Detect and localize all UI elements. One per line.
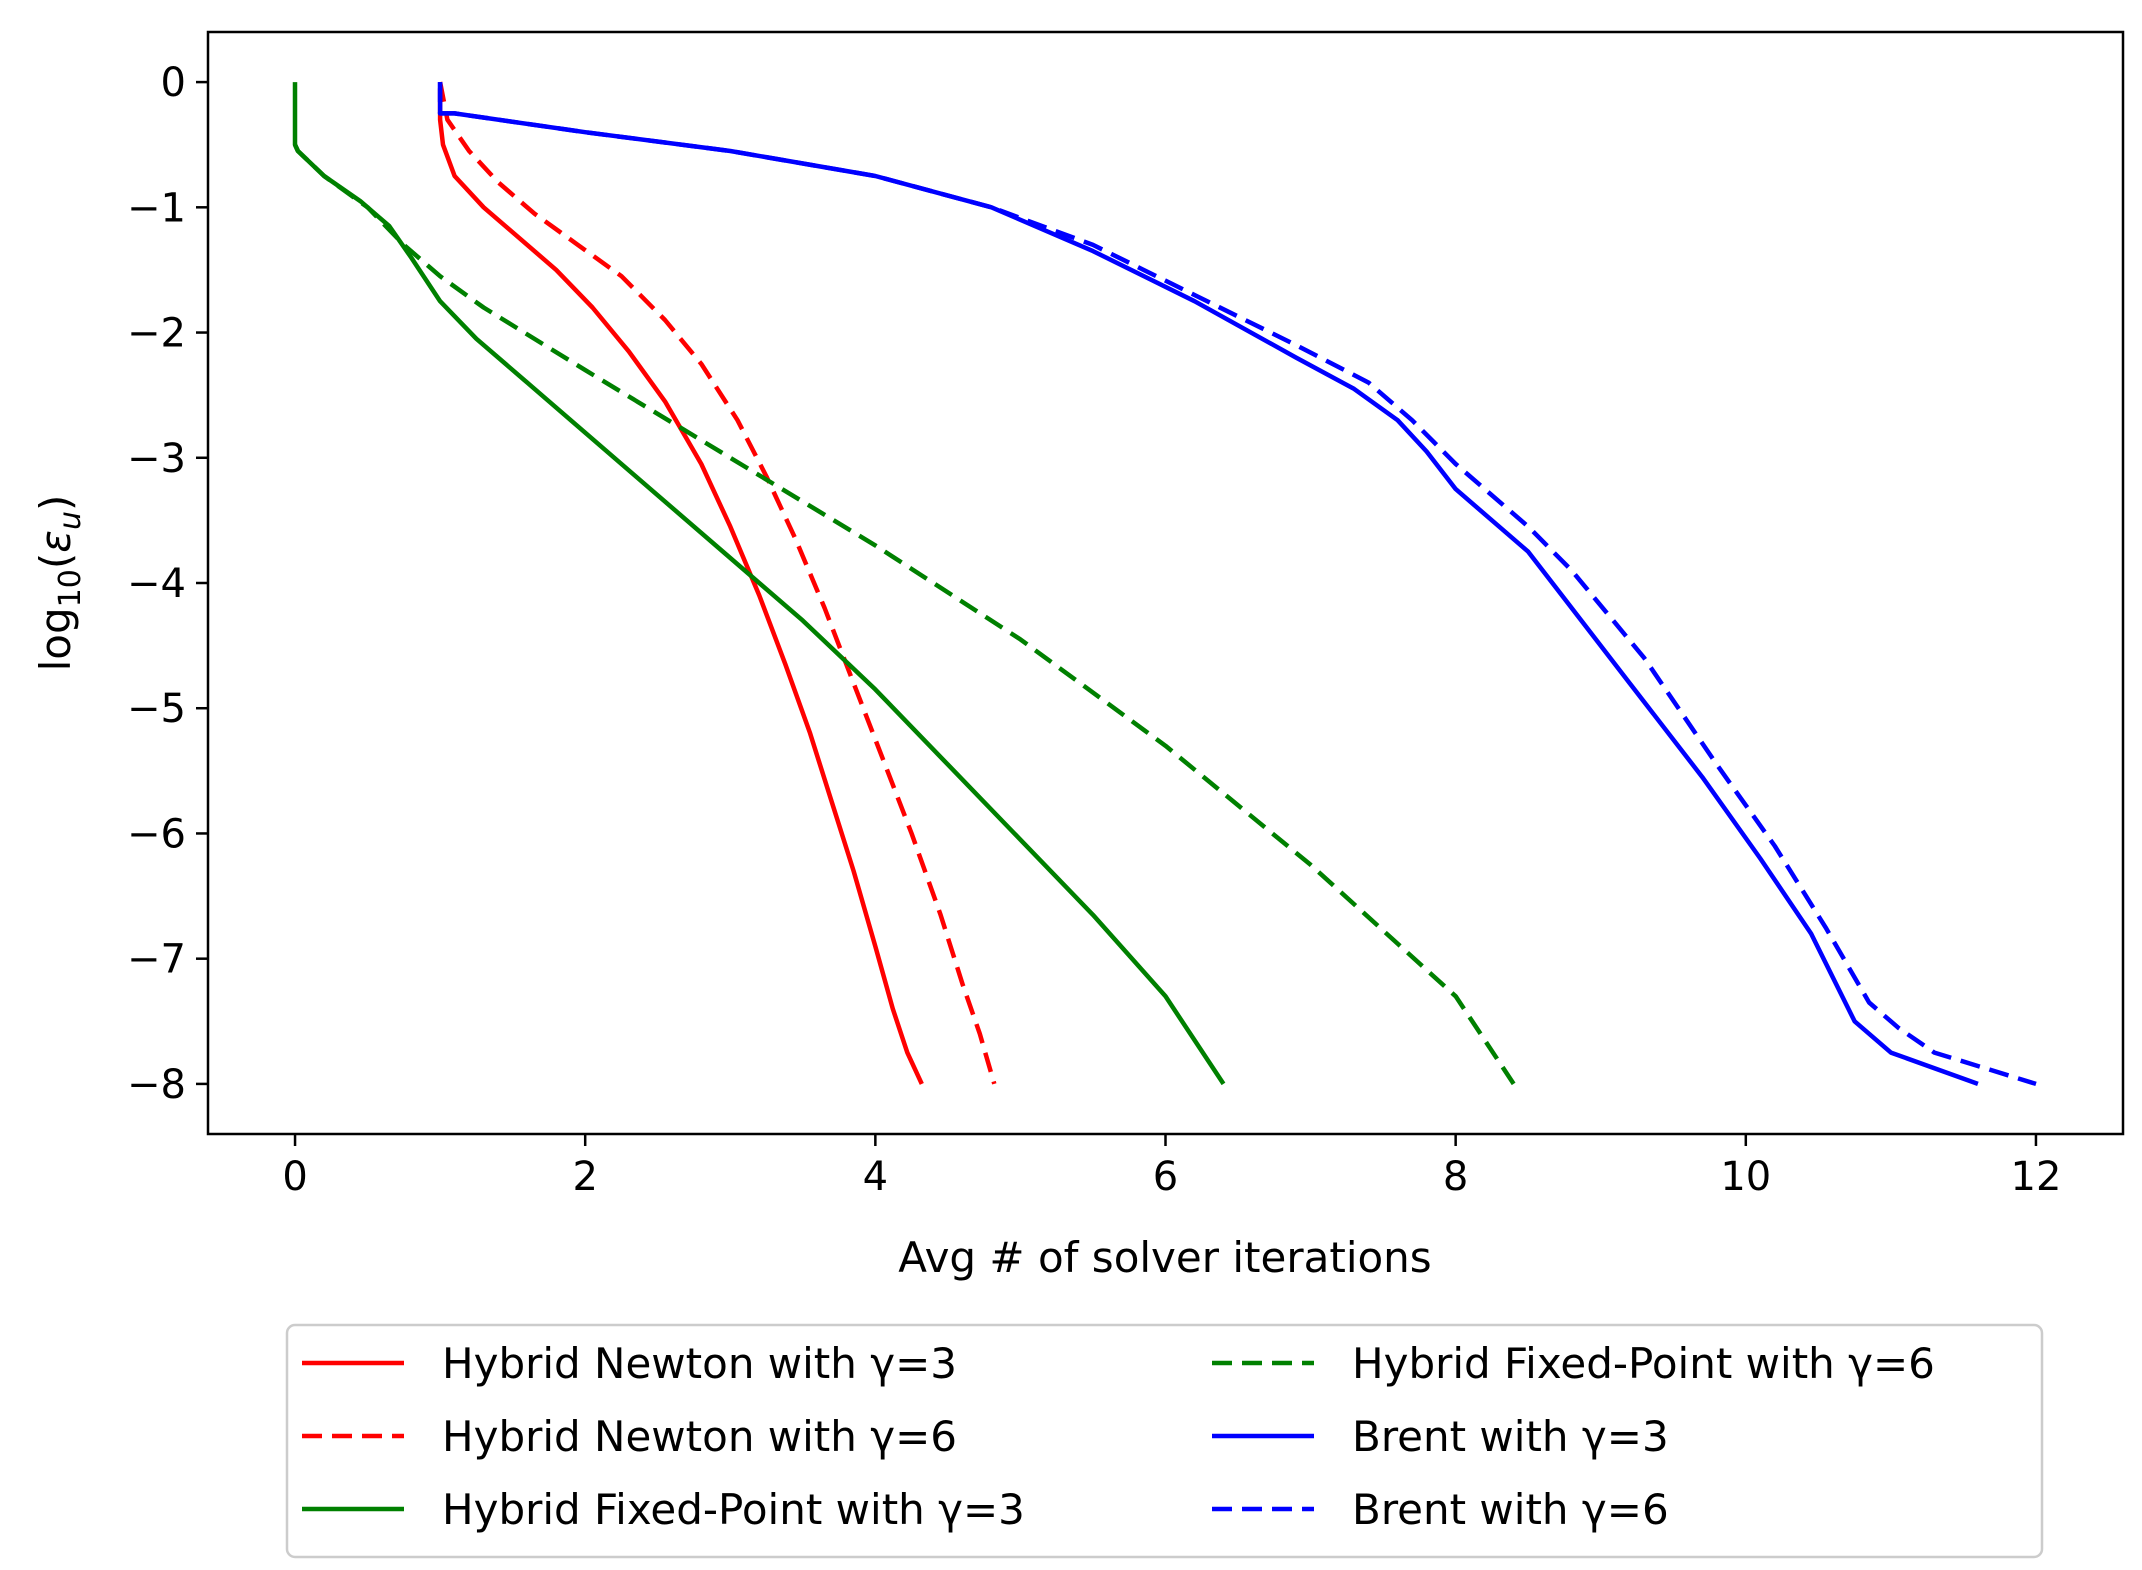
legend-entry-brent-with-3: Brent with γ=3 xyxy=(1212,1412,1669,1461)
legend: Hybrid Newton with γ=3 Hybrid Newton with… xyxy=(285,1323,2044,1559)
legend-label: Hybrid Fixed-Point with γ=3 xyxy=(442,1485,1025,1534)
y-axis-ticks: 0 −1 −2 −3 −4 −5 −6 −7 −8 xyxy=(127,60,208,1108)
y-label-log: log xyxy=(31,607,80,671)
legend-label: Brent with γ=3 xyxy=(1352,1412,1669,1461)
y-label-open-paren: ( xyxy=(31,553,80,569)
series-line-brent-with-6-dashed xyxy=(437,82,2037,1087)
legend-entry-hybrid-newton-with-3: Hybrid Newton with γ=3 xyxy=(302,1339,957,1388)
y-tick-label: −4 xyxy=(127,561,186,607)
x-tick-label: 4 xyxy=(863,1154,888,1200)
y-label-epsilon: ε xyxy=(31,530,80,553)
series-layer xyxy=(292,81,2037,1087)
x-axis-label: Avg # of solver iterations xyxy=(898,1233,1431,1282)
x-tick-label: 6 xyxy=(1153,1154,1178,1200)
legend-label: Hybrid Fixed-Point with γ=6 xyxy=(1352,1339,1935,1388)
series-line-hybrid-newton-with-3 xyxy=(437,88,924,1085)
y-label-close-paren: ) xyxy=(31,495,80,511)
y-tick-label: 0 xyxy=(161,60,186,106)
y-label-subscript: 10 xyxy=(53,569,88,607)
x-tick-label: 12 xyxy=(2011,1154,2062,1200)
x-tick-label: 2 xyxy=(572,1154,597,1200)
legend-label: Brent with γ=6 xyxy=(1352,1485,1669,1534)
legend-entry-brent-with-6-dashed: Brent with γ=6 xyxy=(1212,1485,1669,1534)
legend-entry-hybrid-fixed-point-with-6-dashed: Hybrid Fixed-Point with γ=6 xyxy=(1212,1339,1935,1388)
y-tick-label: −6 xyxy=(127,811,186,857)
legend-frame xyxy=(285,1323,2044,1559)
legend-label: Hybrid Newton with γ=3 xyxy=(442,1339,957,1388)
plot-area xyxy=(206,30,2125,1136)
y-tick-label: −5 xyxy=(127,686,186,732)
legend-label: Hybrid Newton with γ=6 xyxy=(442,1412,957,1461)
y-tick-label: −1 xyxy=(127,185,186,231)
y-tick-label: −2 xyxy=(127,311,186,357)
x-tick-label: 0 xyxy=(282,1154,307,1200)
y-axis-label: log10(εu) xyxy=(31,495,88,672)
x-tick-label: 8 xyxy=(1443,1154,1468,1200)
x-axis-ticks: 0 2 4 6 8 10 12 xyxy=(282,1134,2061,1200)
series-line-hybrid-newton-with-6-dashed xyxy=(437,81,997,1085)
y-tick-label: −3 xyxy=(127,436,186,482)
legend-entries: Hybrid Newton with γ=3 Hybrid Newton with… xyxy=(302,1339,1935,1534)
legend-entry-hybrid-fixed-point-with-3: Hybrid Fixed-Point with γ=3 xyxy=(302,1485,1025,1534)
y-tick-label: −8 xyxy=(127,1062,186,1108)
y-tick-label: −7 xyxy=(127,937,186,983)
series-line-hybrid-fixed-point-with-6-dashed xyxy=(292,143,1516,1086)
x-tick-label: 10 xyxy=(1720,1154,1771,1200)
y-label-epsilon-subscript: u xyxy=(53,511,88,530)
legend-entry-hybrid-newton-with-6-dashed: Hybrid Newton with γ=6 xyxy=(302,1412,957,1461)
